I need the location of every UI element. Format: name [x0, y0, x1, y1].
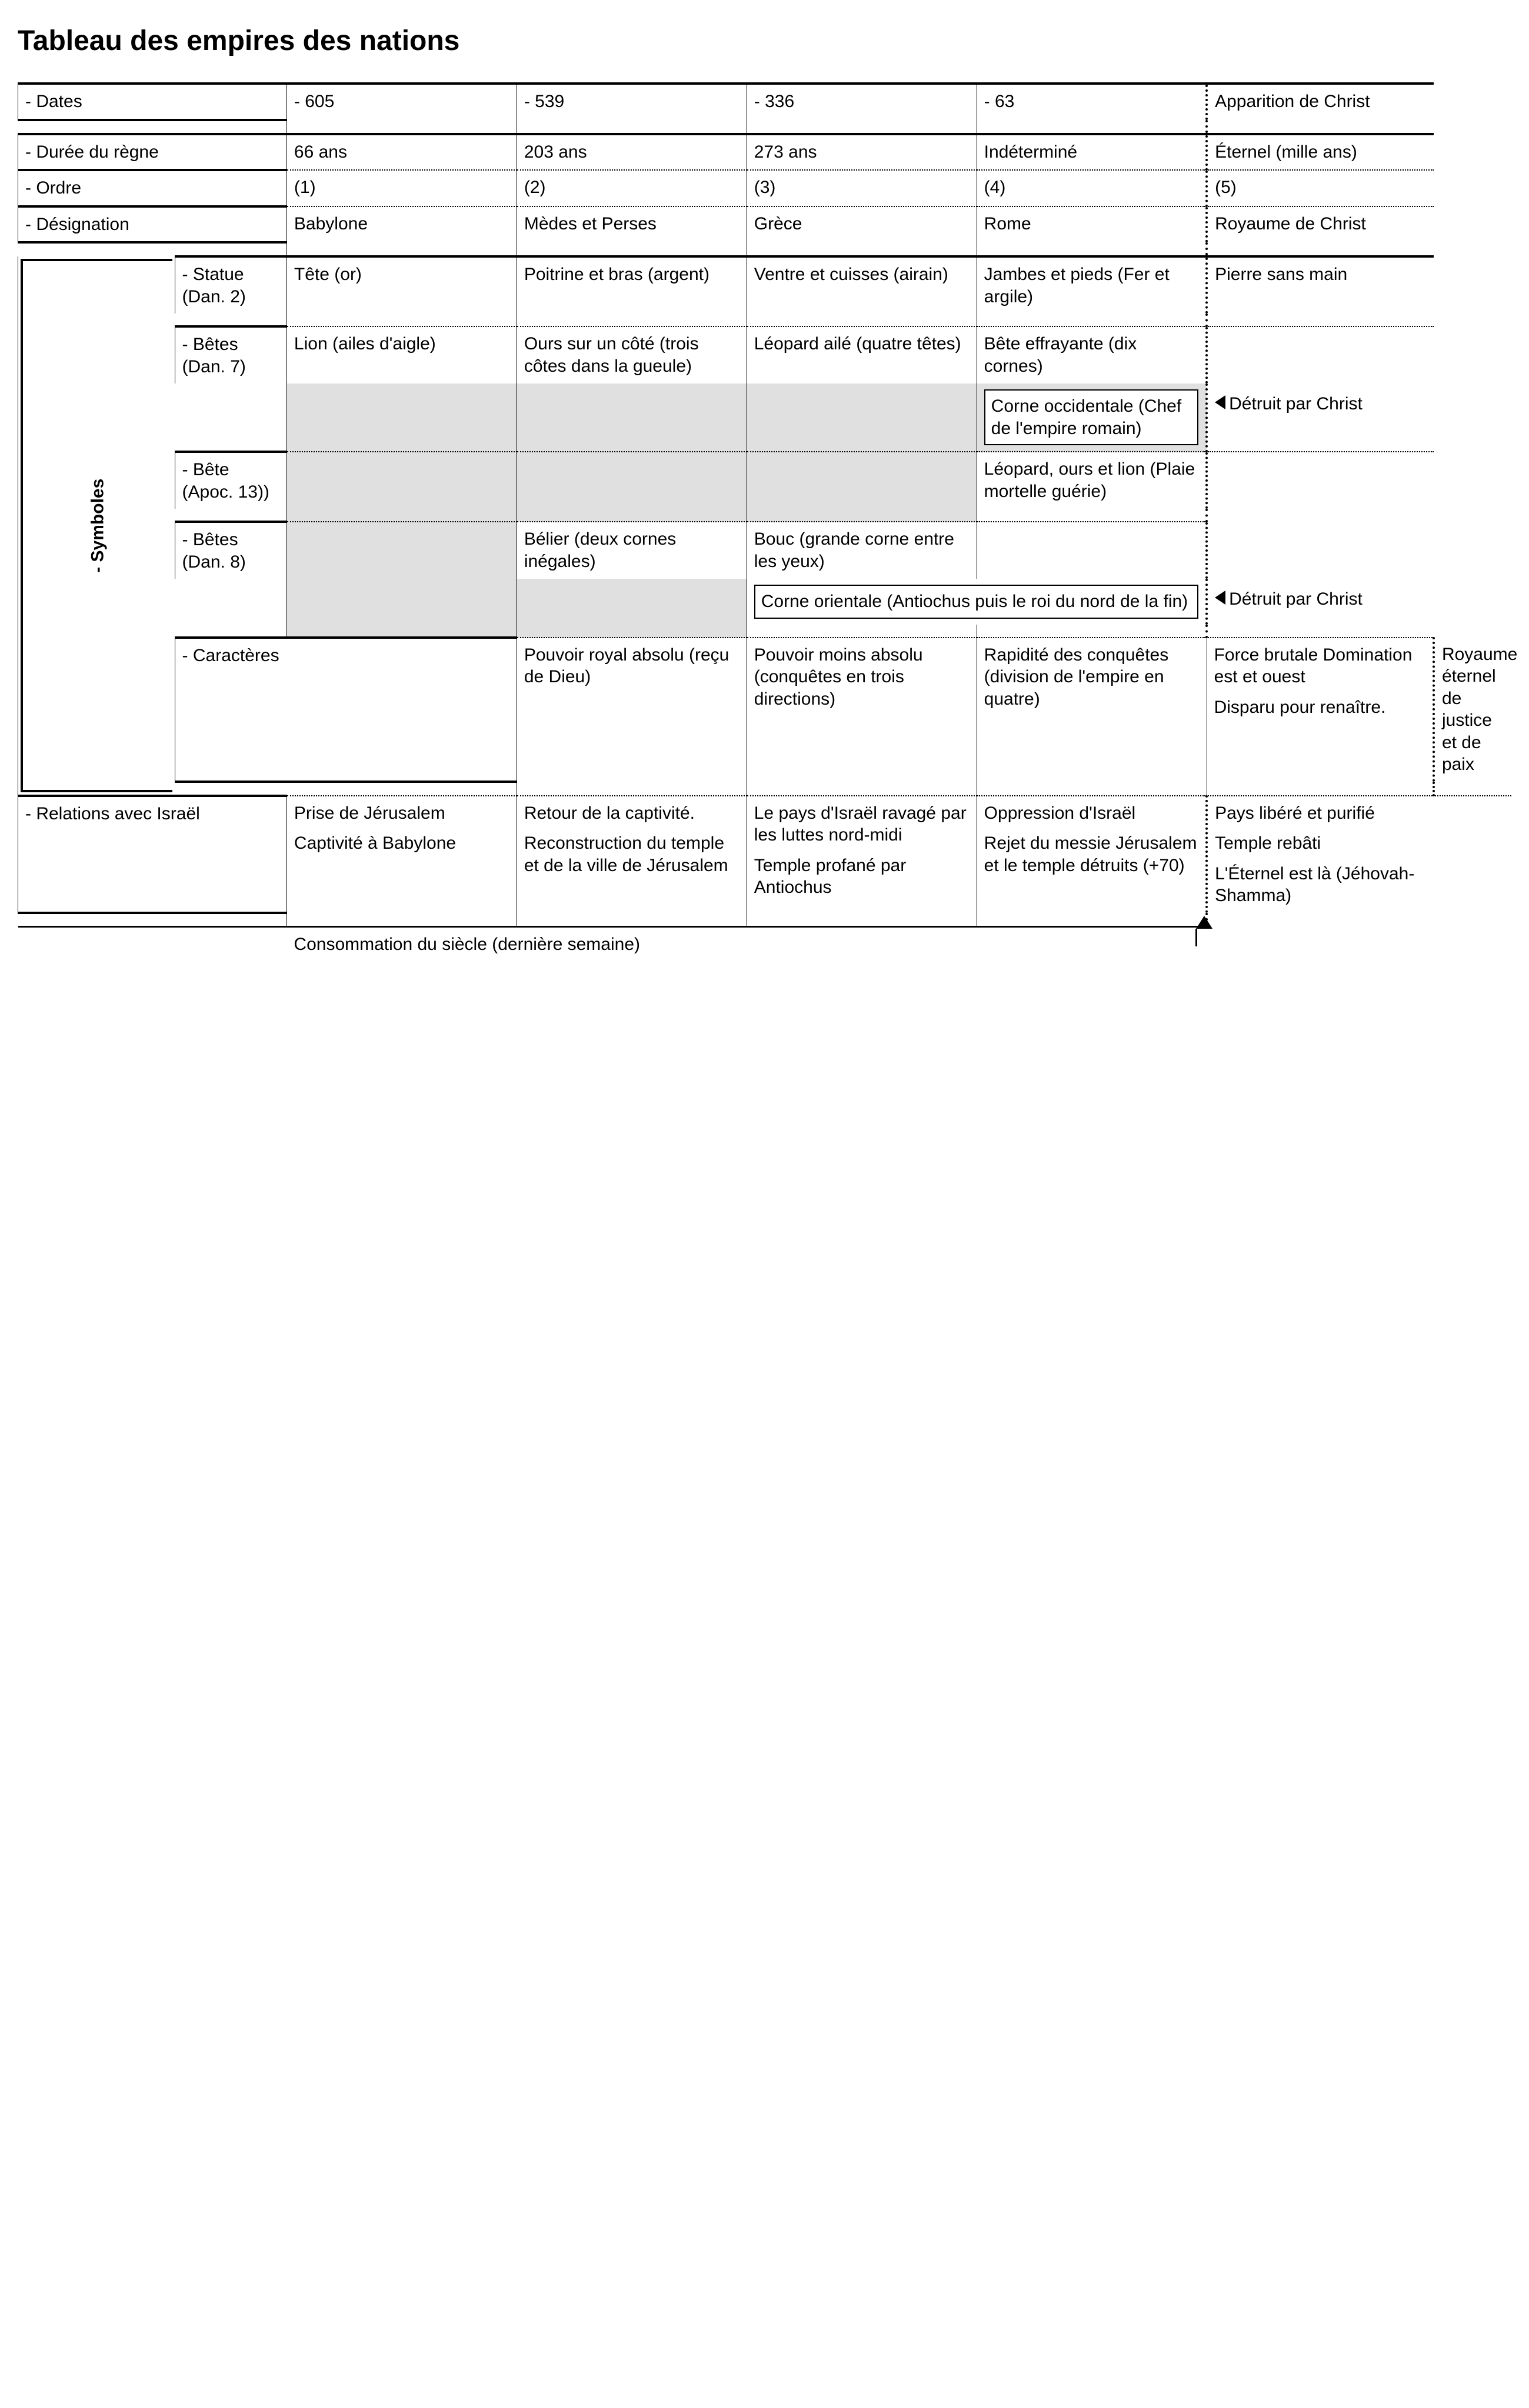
- label-betes7: - Bêtes (Dan. 7): [175, 326, 287, 383]
- rel-c3b: Temple profané par Antiochus: [754, 855, 970, 899]
- caract-c1: Pouvoir royal absolu (reçu de Dieu): [517, 638, 747, 782]
- callout-detruit-2: Détruit par Christ: [1215, 588, 1427, 611]
- desig-c2: Mèdes et Perses: [517, 206, 747, 243]
- callout-detruit-1: Détruit par Christ: [1215, 393, 1427, 415]
- label-dates: - Dates: [18, 84, 287, 120]
- duree-c5: Éternel (mille ans): [1207, 134, 1434, 171]
- label-caracteres: - Caractères: [175, 638, 517, 782]
- label-statue: - Statue (Dan. 2): [175, 256, 287, 313]
- empires-table: - Dates - 605 - 539 - 336 - 63 Apparitio…: [18, 82, 1511, 961]
- caract-c3: Rapidité des conquêtes (division de l'em…: [977, 638, 1207, 782]
- statue-c3: Ventre et cuisses (airain): [747, 256, 977, 313]
- detruit-1-text: Détruit par Christ: [1229, 393, 1363, 415]
- duree-c2: 203 ans: [517, 134, 747, 171]
- ordre-c3: (3): [747, 170, 977, 206]
- betes7-c2: Ours sur un côté (trois côtes dans la gu…: [517, 326, 747, 383]
- box-corne-occidentale: Corne occidentale (Chef de l'empire roma…: [984, 389, 1198, 445]
- ordre-c1: (1): [287, 170, 517, 206]
- betes7-c1: Lion (ailes d'aigle): [287, 326, 517, 383]
- row-designation: - Désignation Babylone Mèdes et Perses G…: [18, 206, 1512, 243]
- ordre-c4: (4): [977, 170, 1207, 206]
- rel-c5b: Temple rebâti: [1215, 832, 1427, 855]
- duree-c3: 273 ans: [747, 134, 977, 171]
- row-caracteres: - Caractères Pouvoir royal absolu (reçu …: [18, 638, 1512, 782]
- box-corne-orientale: Corne orientale (Antiochus puis le roi d…: [754, 585, 1198, 619]
- rel-c5a: Pays libéré et purifié: [1215, 802, 1427, 825]
- triangle-left-icon: [1215, 591, 1225, 605]
- desig-c3: Grèce: [747, 206, 977, 243]
- duree-c1: 66 ans: [287, 134, 517, 171]
- row-ordre: - Ordre (1) (2) (3) (4) (5): [18, 170, 1512, 206]
- ordre-c5: (5): [1207, 170, 1434, 206]
- caract-c4b: Disparu pour renaître.: [1214, 696, 1425, 719]
- col-336: - 336: [747, 84, 977, 120]
- rel-c4a: Oppression d'Israël: [984, 802, 1198, 825]
- statue-c4: Jambes et pieds (Fer et argile): [977, 256, 1207, 313]
- footer-caption: Consommation du siècle (dernière semaine…: [287, 928, 1207, 962]
- arrow-stem: [1195, 929, 1197, 946]
- label-duree: - Durée du règne: [18, 134, 287, 171]
- rel-c2b: Reconstruction du temple et de la ville …: [524, 832, 739, 876]
- betes8-c3: Bouc (grande corne entre les yeux): [747, 522, 977, 579]
- ordre-c2: (2): [517, 170, 747, 206]
- col-63: - 63: [977, 84, 1207, 120]
- row-betes7: - Bêtes (Dan. 7) Lion (ailes d'aigle) Ou…: [18, 326, 1512, 383]
- rel-c4b: Rejet du messie Jérusalem et le temple d…: [984, 832, 1198, 876]
- statue-c2: Poitrine et bras (argent): [517, 256, 747, 313]
- rel-c5c: L'Éternel est là (Jéhovah-Shamma): [1215, 863, 1427, 907]
- betes7-c3: Léopard ailé (quatre têtes): [747, 326, 977, 383]
- label-betes8: - Bêtes (Dan. 8): [175, 522, 287, 579]
- row-corne-occ: Corne occidentale (Chef de l'empire roma…: [18, 383, 1512, 452]
- row-dates: - Dates - 605 - 539 - 336 - 63 Apparitio…: [18, 84, 1512, 120]
- desig-c5: Royaume de Christ: [1207, 206, 1434, 243]
- detruit-2-text: Détruit par Christ: [1229, 588, 1363, 611]
- bete13-c4: Léopard, ours et lion (Plaie mortelle gu…: [977, 452, 1207, 509]
- label-designation: - Désignation: [18, 206, 287, 243]
- rel-c1b: Captivité à Babylone: [294, 832, 509, 855]
- rel-c2: Retour de la captivité. Reconstruction d…: [517, 796, 747, 913]
- rel-c3a: Le pays d'Israël ravagé par les luttes n…: [754, 802, 970, 846]
- rel-c4: Oppression d'Israël Rejet du messie Jéru…: [977, 796, 1207, 913]
- page-title: Tableau des empires des nations: [18, 24, 1511, 59]
- desig-c1: Babylone: [287, 206, 517, 243]
- statue-c1: Tête (or): [287, 256, 517, 313]
- col-539: - 539: [517, 84, 747, 120]
- rel-c1a: Prise de Jérusalem: [294, 802, 509, 825]
- duree-c4: Indéterminé: [977, 134, 1207, 171]
- col-605: - 605: [287, 84, 517, 120]
- row-bete13: - Bête (Apoc. 13)) Léopard, ours et lion…: [18, 452, 1512, 509]
- row-statue: - Symboles - Statue (Dan. 2) Tête (or) P…: [18, 256, 1512, 313]
- page: Tableau des empires des nations - Dates …: [18, 24, 1511, 961]
- label-bete13: - Bête (Apoc. 13)): [175, 452, 287, 509]
- row-corne-ori: Corne orientale (Antiochus puis le roi d…: [18, 579, 1512, 625]
- caract-c5: Royaume éternel de justice et de paix: [1434, 638, 1511, 782]
- caract-c2: Pouvoir moins absolu (conquêtes en trois…: [747, 638, 977, 782]
- arrow-up-icon: [1196, 916, 1212, 929]
- statue-c5: Pierre sans main: [1207, 256, 1434, 313]
- row-footer-caption: Consommation du siècle (dernière semaine…: [18, 928, 1512, 962]
- label-symboles: - Symboles: [86, 478, 109, 572]
- triangle-left-icon: [1215, 395, 1225, 409]
- rel-c2a: Retour de la captivité.: [524, 802, 739, 825]
- rel-c1: Prise de Jérusalem Captivité à Babylone: [287, 796, 517, 913]
- rel-c5: Pays libéré et purifié Temple rebâti L'É…: [1207, 796, 1434, 913]
- caract-c4: Force brutale Domination est et ouest Di…: [1207, 638, 1434, 782]
- label-ordre: - Ordre: [18, 170, 287, 206]
- row-duree: - Durée du règne 66 ans 203 ans 273 ans …: [18, 134, 1512, 171]
- row-relations: - Relations avec Israël Prise de Jérusal…: [18, 796, 1512, 913]
- label-relations: - Relations avec Israël: [18, 796, 287, 913]
- col-apparition: Apparition de Christ: [1207, 84, 1434, 120]
- betes7-c4: Bête effrayante (dix cornes): [977, 326, 1207, 383]
- rel-c3: Le pays d'Israël ravagé par les luttes n…: [747, 796, 977, 913]
- desig-c4: Rome: [977, 206, 1207, 243]
- caract-c4a: Force brutale Domination est et ouest: [1214, 644, 1425, 688]
- row-betes8: - Bêtes (Dan. 8) Bélier (deux cornes iné…: [18, 522, 1512, 579]
- betes8-c2: Bélier (deux cornes inégales): [517, 522, 747, 579]
